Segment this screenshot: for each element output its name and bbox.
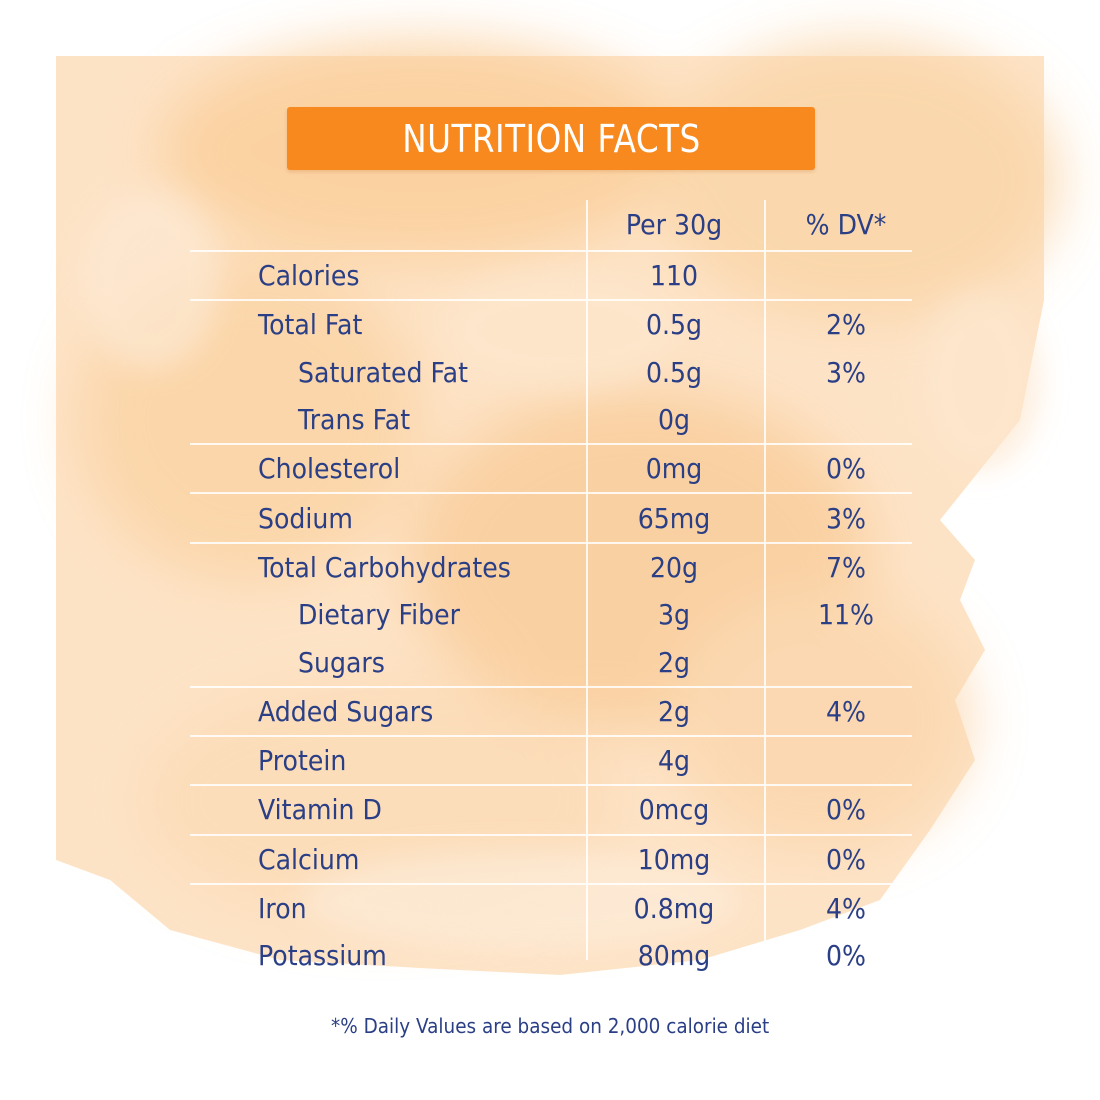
nutrient-dv: 3% (826, 501, 866, 535)
header-amount: Per 30g (625, 208, 723, 241)
nutrient-dv: 0% (826, 842, 866, 876)
table-row: Dietary Fiber 3g 11% (190, 591, 912, 638)
nutrient-amount: 110 (649, 259, 699, 293)
nutrient-name: Trans Fat (298, 403, 411, 437)
table-row: Saturated Fat 0.5g 3% (190, 349, 912, 396)
nutrient-dv: 0% (826, 452, 866, 486)
table-row: Trans Fat 0g (190, 396, 912, 443)
nutrient-dv: 4% (826, 892, 866, 925)
table-header-row: Per 30g % DV* (190, 200, 912, 250)
nutrient-amount: 65mg (637, 501, 711, 535)
nutrient-dv: 7% (826, 550, 866, 584)
nutrient-name: Vitamin D (258, 793, 382, 827)
nutrient-name: Protein (258, 744, 347, 778)
nutrient-dv: 11% (817, 598, 874, 632)
table-row: Iron 0.8mg 4% (190, 882, 912, 932)
nutrient-dv: 2% (826, 308, 866, 342)
nutrient-amount: 80mg (637, 939, 711, 973)
nutrient-amount: 0mcg (638, 793, 710, 827)
nutrient-name: Total Fat (258, 308, 363, 342)
nutrient-amount: 4g (657, 744, 691, 778)
nutrient-name: Calcium (258, 842, 360, 876)
nutrient-amount: 3g (657, 598, 691, 632)
nutrient-amount: 2g (657, 694, 691, 728)
column-divider (764, 200, 766, 960)
nutrient-amount: 0mg (645, 452, 703, 486)
table-row: Vitamin D 0mcg 0% (190, 784, 912, 833)
table-row: Total Carbohydrates 20g 7% (190, 541, 912, 591)
table-row: Potassium 80mg 0% (190, 932, 912, 979)
nutrient-name: Iron (258, 892, 307, 925)
nutrient-amount: 10mg (637, 842, 711, 876)
nutrient-name: Total Carbohydrates (258, 550, 511, 584)
table-row: Cholesterol 0mg 0% (190, 443, 912, 492)
nutrition-table: Per 30g % DV* Calories 110 Total Fat 0.5… (190, 200, 912, 979)
nutrient-name: Saturated Fat (298, 355, 469, 389)
nutrient-amount: 0.8mg (633, 892, 715, 925)
page-title: NUTRITION FACTS (401, 116, 701, 161)
nutrient-name: Added Sugars (258, 694, 434, 728)
table-row: Added Sugars 2g 4% (190, 685, 912, 735)
table-row: Calcium 10mg 0% (190, 833, 912, 883)
nutrient-name: Dietary Fiber (298, 598, 461, 632)
nutrient-dv: 4% (826, 694, 866, 728)
table-row: Sodium 65mg 3% (190, 492, 912, 541)
nutrient-amount: 2g (657, 645, 691, 679)
nutrient-dv: 3% (826, 355, 866, 389)
nutrient-name: Calories (258, 259, 360, 293)
header-daily-value: % DV* (805, 208, 887, 241)
table-row: Calories 110 (190, 250, 912, 299)
column-divider (586, 200, 588, 960)
nutrient-dv: 0% (826, 939, 866, 973)
nutrient-dv: 0% (826, 793, 866, 827)
nutrient-amount: 0.5g (645, 355, 703, 389)
title-banner: NUTRITION FACTS (287, 107, 815, 170)
nutrient-name: Sodium (258, 501, 353, 535)
footnote-text: *% Daily Values are based on 2,000 calor… (330, 1014, 770, 1038)
table-row: Protein 4g (190, 734, 912, 784)
table-row: Sugars 2g (190, 638, 912, 685)
nutrient-name: Sugars (298, 645, 385, 679)
nutrient-amount: 20g (649, 550, 699, 584)
nutrient-amount: 0g (657, 403, 691, 437)
table-row: Total Fat 0.5g 2% (190, 299, 912, 348)
footnote: *% Daily Values are based on 2,000 calor… (0, 1014, 1100, 1038)
nutrient-name: Cholesterol (258, 452, 401, 486)
nutrient-amount: 0.5g (645, 308, 703, 342)
nutrient-name: Potassium (258, 939, 387, 973)
